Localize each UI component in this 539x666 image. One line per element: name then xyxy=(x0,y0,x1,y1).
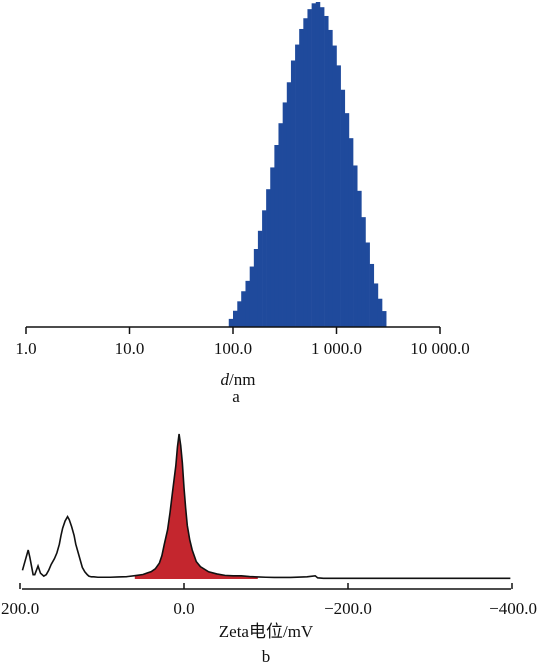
bar xyxy=(253,249,259,327)
bar xyxy=(382,311,387,327)
bar xyxy=(324,15,329,327)
bar xyxy=(278,123,283,327)
bar xyxy=(319,7,325,327)
bar xyxy=(262,210,267,327)
bar xyxy=(290,60,296,327)
panel-label-b: b xyxy=(262,647,271,666)
bar xyxy=(361,217,366,327)
bar xyxy=(257,230,263,327)
bar xyxy=(249,266,255,327)
bar xyxy=(377,298,383,327)
x-axis-ticks: 1.0 10.0 100.0 1 000.0 10 000.0 xyxy=(15,327,470,358)
bar xyxy=(274,145,279,327)
panel-b-zeta-potential: 200.0 0.0 −200.0 −400.0 Zeta电位/mV b xyxy=(1,433,537,666)
bar xyxy=(357,190,362,327)
size-distribution-bars xyxy=(228,2,387,328)
bar xyxy=(336,65,341,328)
bar xyxy=(266,189,271,327)
bar xyxy=(311,3,317,328)
panel-a-size-distribution: 1.0 10.0 100.0 1 000.0 10 000.0 d/nm a xyxy=(15,2,470,406)
bar xyxy=(373,283,379,327)
x-tick-label: 100.0 xyxy=(214,339,252,358)
x-tick-label: 0.0 xyxy=(173,599,194,618)
bar xyxy=(369,263,375,327)
bar xyxy=(299,28,304,327)
bar xyxy=(340,89,346,327)
zeta-peak-fill xyxy=(134,434,258,579)
bar xyxy=(315,2,321,327)
x-axis-ticks: 200.0 0.0 −200.0 −400.0 xyxy=(1,583,537,618)
bar xyxy=(303,18,308,327)
bar xyxy=(241,291,246,327)
bar xyxy=(270,167,275,327)
x-tick-label: 1 000.0 xyxy=(311,339,362,358)
bar xyxy=(328,29,333,327)
x-axis-label: Zeta电位/mV xyxy=(219,622,314,641)
panel-label-a: a xyxy=(232,387,240,406)
x-tick-label: 10.0 xyxy=(115,339,145,358)
x-tick-label: −200.0 xyxy=(324,599,372,618)
bar xyxy=(307,9,312,328)
bar xyxy=(245,280,250,327)
bar xyxy=(233,310,238,327)
bar xyxy=(344,113,350,328)
zeta-potential-curve xyxy=(21,433,511,580)
bar xyxy=(228,318,234,328)
bar xyxy=(332,45,337,328)
bar xyxy=(365,242,370,327)
bar xyxy=(353,165,358,327)
x-tick-label: 200.0 xyxy=(1,599,39,618)
bar xyxy=(348,138,354,327)
bar xyxy=(295,44,300,327)
x-tick-label: 1.0 xyxy=(15,339,36,358)
x-tick-label: 10 000.0 xyxy=(410,339,470,358)
x-axis-label: d/nm xyxy=(221,370,256,389)
bar xyxy=(237,301,242,327)
bar xyxy=(282,102,288,328)
x-tick-label: −400.0 xyxy=(489,599,537,618)
bar xyxy=(286,82,292,327)
